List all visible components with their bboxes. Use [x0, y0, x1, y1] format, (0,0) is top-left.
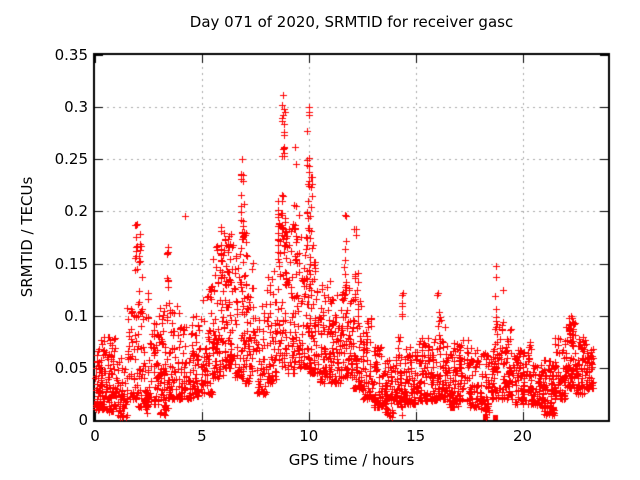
- x-axis-label: GPS time / hours: [288, 451, 415, 469]
- x-tick-label: 15: [406, 427, 426, 445]
- x-tick-label: 20: [512, 427, 533, 445]
- y-tick-label: 0: [78, 411, 88, 429]
- x-tick-label: 5: [197, 427, 207, 445]
- y-tick-label: 0.1: [64, 306, 88, 325]
- y-tick-label: 0.3: [64, 98, 88, 117]
- x-tick-label: 0: [90, 427, 100, 445]
- y-axis-label: SRMTID / TECUs: [18, 176, 36, 298]
- y-tick-label: 0.05: [54, 358, 88, 377]
- chart-title: Day 071 of 2020, SRMTID for receiver gas…: [189, 13, 514, 31]
- x-tick-label: 10: [299, 427, 319, 445]
- y-tick-label: 0.15: [54, 254, 88, 273]
- y-tick-label: 0.35: [54, 46, 88, 64]
- y-tick-label: 0.25: [54, 150, 88, 169]
- y-tick-label: 0.2: [64, 202, 88, 221]
